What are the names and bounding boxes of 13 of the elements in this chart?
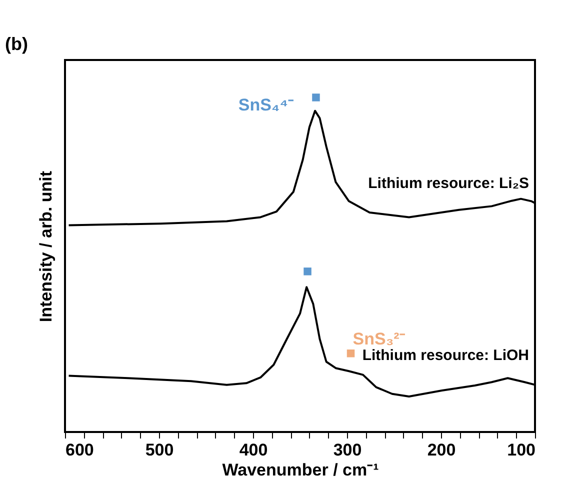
x-tick-label: 600 — [66, 440, 94, 460]
y-axis-title: Intensity / arb. unit — [36, 170, 56, 322]
x-tick-label: 200 — [427, 440, 456, 460]
annotation: SnS₃²⁻ — [352, 329, 406, 348]
annotation: SnS₄⁴⁻ — [238, 95, 294, 114]
series-label: Lithium resource: LiOH — [362, 347, 529, 364]
x-tick-label: 300 — [333, 440, 362, 460]
text: (b) — [5, 34, 28, 54]
x-axis-title: Wavenumber / cm⁻¹ — [222, 460, 380, 480]
x-tick-label: 100 — [507, 440, 536, 460]
series-label: Lithium resource: Li₂S — [368, 174, 529, 192]
x-tick-label: 400 — [239, 440, 268, 460]
x-tick-label: 500 — [145, 440, 174, 460]
